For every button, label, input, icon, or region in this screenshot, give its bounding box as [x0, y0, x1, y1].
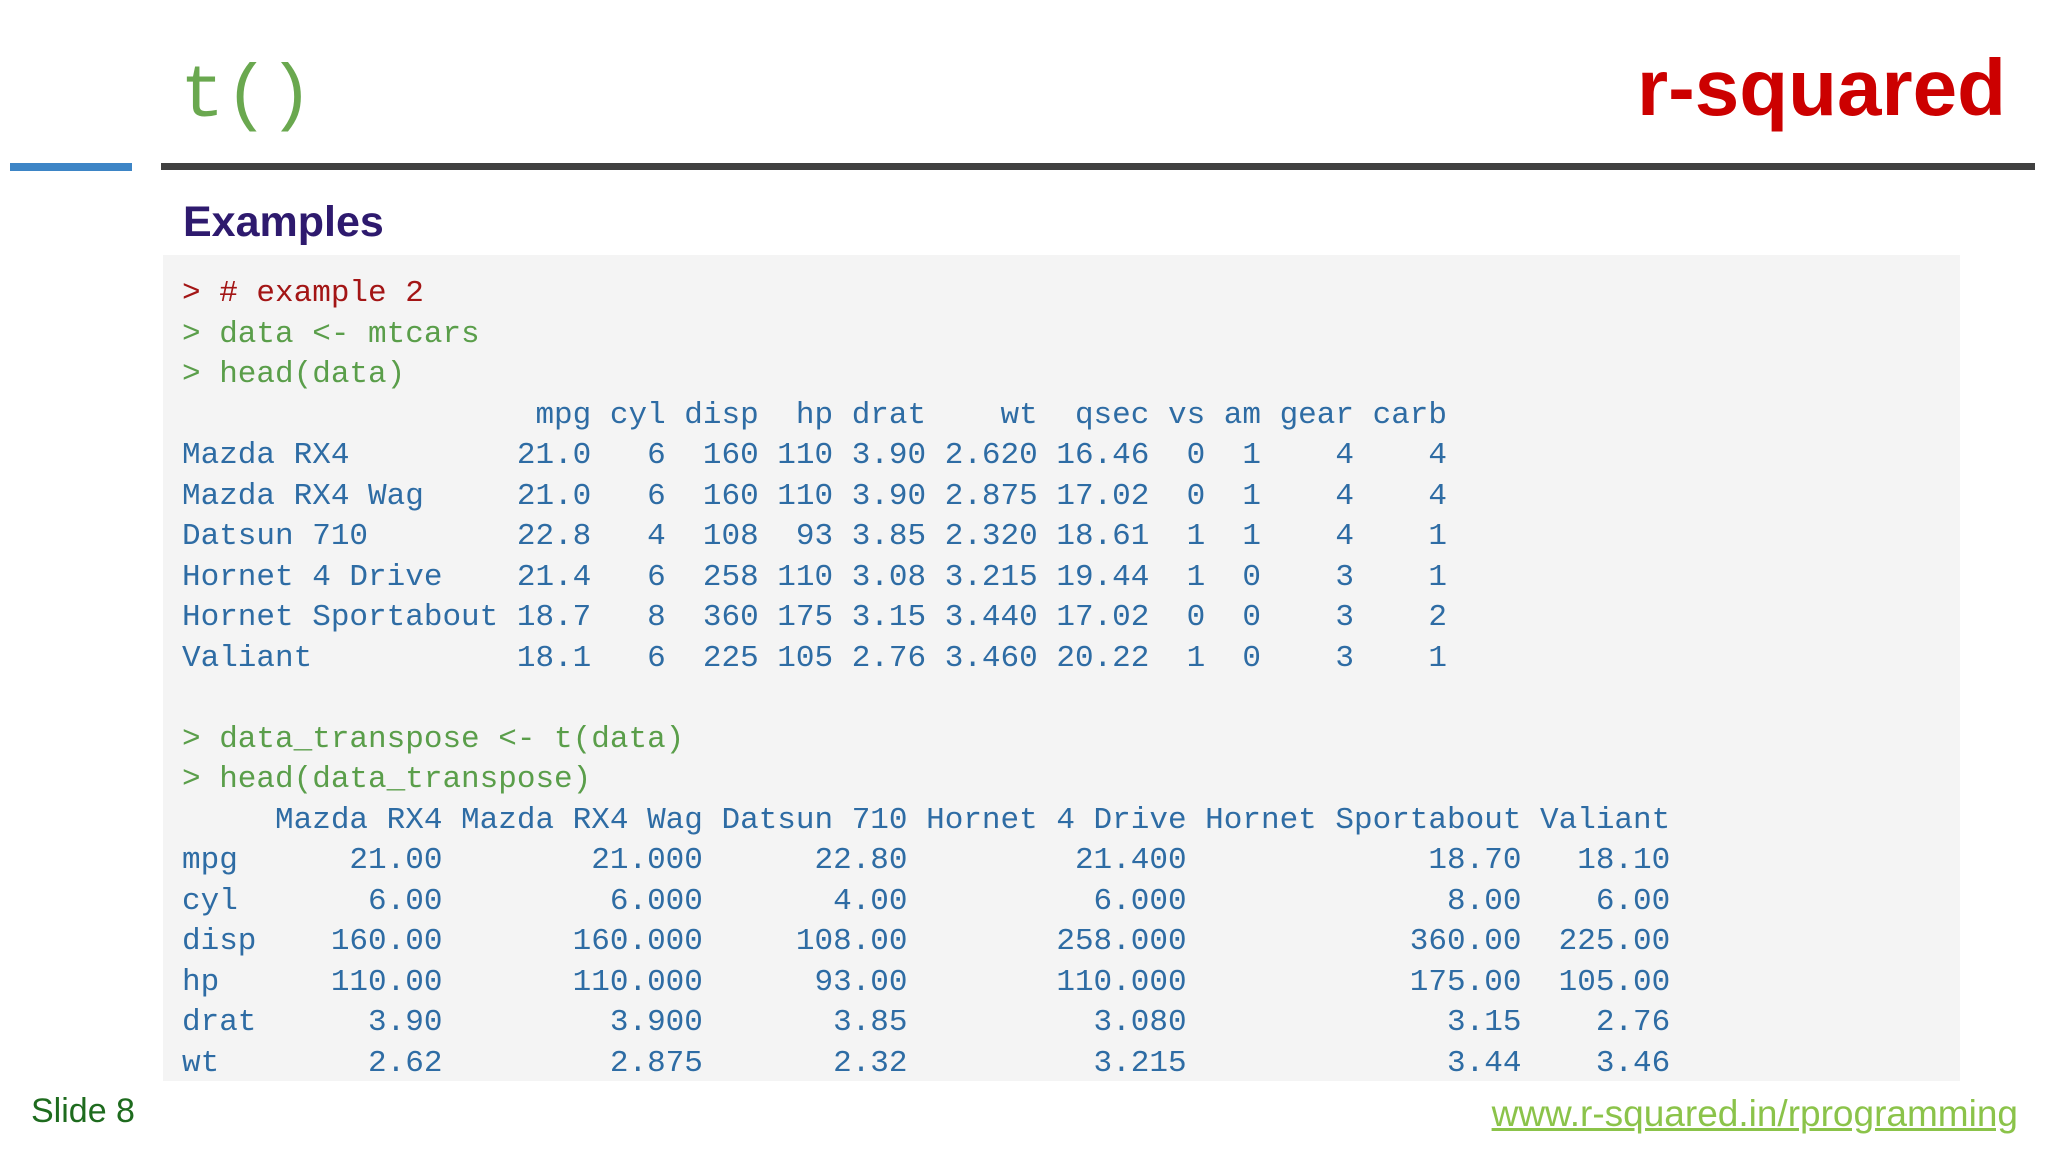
code-line: > # example 2 — [182, 276, 424, 311]
code-line: Valiant 18.1 6 225 105 2.76 3.460 20.22 … — [182, 640, 1448, 676]
footer-link[interactable]: www.r-squared.in/rprogramming — [1491, 1093, 2018, 1134]
code-line: cyl 6.00 6.000 4.00 6.000 8.00 6.00 — [182, 883, 1671, 919]
code-line: > data <- mtcars — [182, 316, 480, 352]
accent-rule — [10, 163, 132, 171]
code-line: > head(data_transpose) — [182, 762, 592, 797]
code-line: Hornet 4 Drive 21.4 6 258 110 3.08 3.215… — [182, 559, 1448, 595]
code-line: > data_transpose <- t(data) — [182, 721, 685, 757]
code-line: hp 110.00 110.000 93.00 110.000 175.00 1… — [182, 964, 1671, 1000]
brand-logo: r-squared — [1637, 43, 2006, 132]
code-line: Mazda RX4 21.0 6 160 110 3.90 2.620 16.4… — [182, 438, 1448, 473]
code-line: Mazda RX4 Mazda RX4 Wag Datsun 710 Horne… — [182, 802, 1671, 838]
code-line: wt 2.62 2.875 2.32 3.215 3.44 3.46 — [182, 1045, 1671, 1081]
code-line: mpg 21.00 21.000 22.80 21.400 18.70 18.1… — [182, 843, 1671, 878]
code-content: > # example 2 > data <- mtcars > head(data… — [163, 255, 1960, 1081]
code-line: drat 3.90 3.900 3.85 3.080 3.15 2.76 — [182, 1005, 1671, 1040]
code-block: > # example 2 > data <- mtcars > head(data… — [182, 274, 1960, 679]
code-line: Hornet Sportabout 18.7 8 360 175 3.15 3.… — [182, 600, 1448, 635]
code-line: mpg cyl disp hp drat wt qsec vs am gear … — [182, 397, 1448, 433]
code-line: disp 160.00 160.000 108.00 258.000 360.0… — [182, 924, 1671, 959]
section-heading: Examples — [183, 198, 384, 246]
code-line: Mazda RX4 Wag 21.0 6 160 110 3.90 2.875 … — [182, 478, 1448, 514]
slide-number: Slide 8 — [31, 1092, 135, 1130]
code-line: > head(data) — [182, 357, 406, 392]
code-block: > data_transpose <- t(data) > head(data_t… — [182, 720, 1960, 1082]
header-rule — [161, 163, 2035, 170]
code-line: Datsun 710 22.8 4 108 93 3.85 2.320 18.6… — [182, 519, 1448, 554]
code-box: > # example 2 > data <- mtcars > head(data… — [163, 255, 1960, 1081]
slide-title: t() — [180, 55, 314, 139]
